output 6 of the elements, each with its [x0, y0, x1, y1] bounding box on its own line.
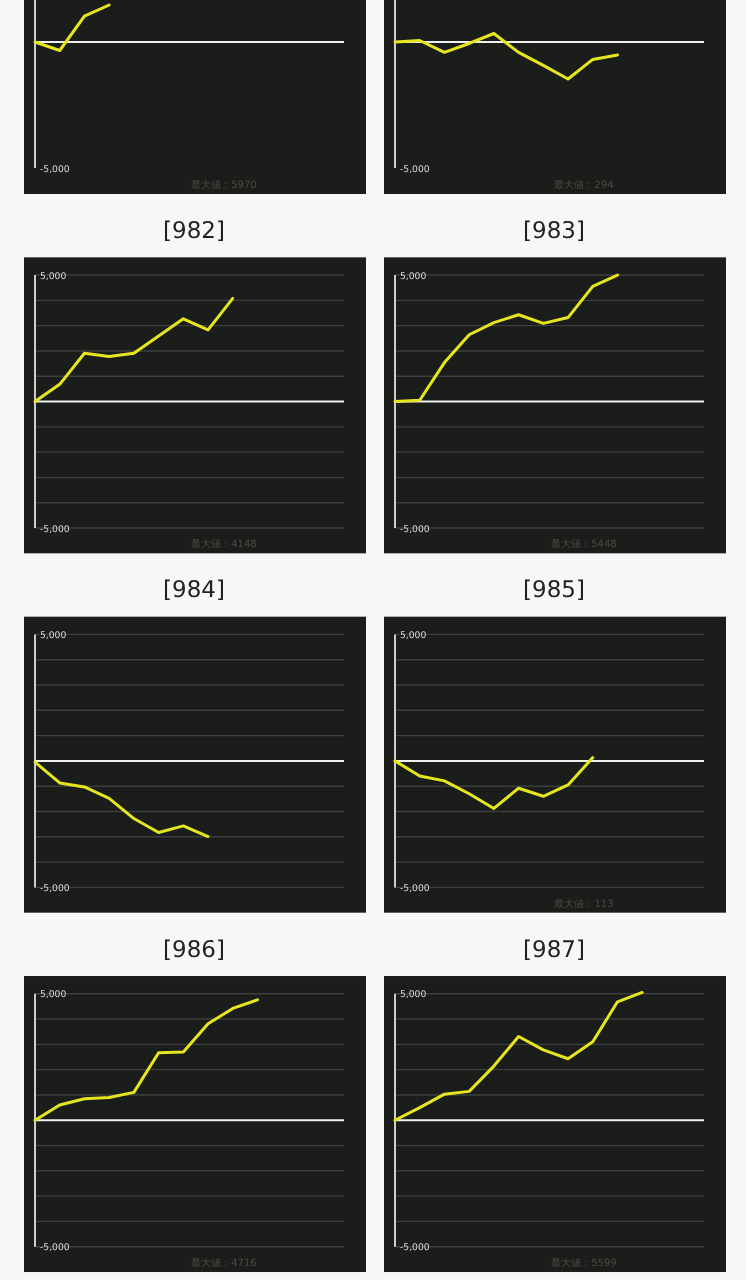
- text: [987]: [523, 934, 585, 963]
- text: [985]: [523, 575, 585, 604]
- text: [984]: [163, 575, 225, 604]
- text: [986]: [163, 934, 225, 963]
- text: [982]: [163, 216, 225, 244]
- text: [983]: [523, 216, 585, 244]
